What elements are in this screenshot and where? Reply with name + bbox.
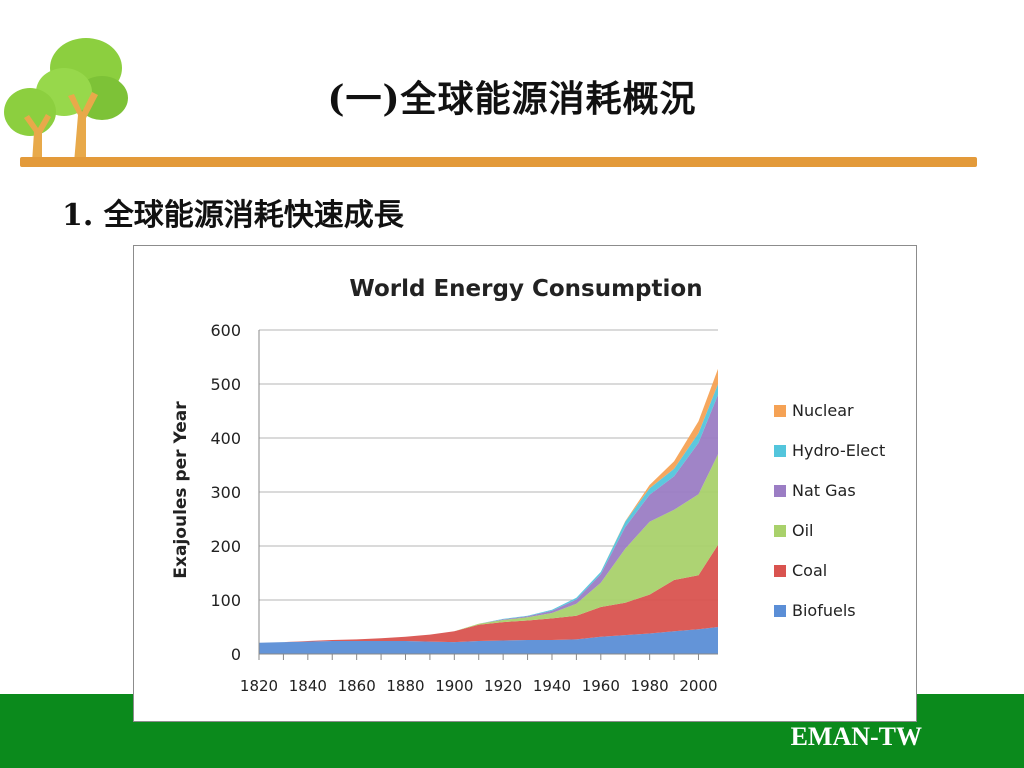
legend-swatch-oil [774, 525, 786, 537]
chart-title: World Energy Consumption [349, 276, 702, 302]
legend-label-nat-gas: Nat Gas [792, 481, 856, 500]
area-biofuels [259, 627, 718, 654]
y-tick-label: 100 [210, 591, 241, 610]
legend-label-hydro-elect: Hydro-Elect [792, 441, 885, 460]
slide-subtitle: 1. 全球能源消耗快速成長 [62, 198, 404, 233]
x-tick-label: 1860 [338, 677, 376, 695]
area-oil [259, 454, 718, 643]
legend-label-coal: Coal [792, 561, 827, 580]
legend-swatch-nat-gas [774, 485, 786, 497]
legend-label-nuclear: Nuclear [792, 401, 854, 420]
slide-title: (一)全球能源消耗概況 [327, 78, 697, 120]
x-tick-label: 1980 [631, 677, 669, 695]
y-tick-label: 500 [210, 375, 241, 394]
legend-swatch-coal [774, 565, 786, 577]
y-tick-label: 300 [210, 483, 241, 502]
legend-swatch-hydro-elect [774, 445, 786, 457]
x-tick-label: 1900 [435, 677, 473, 695]
area-layer [259, 368, 718, 654]
footer-brand: EMAN-TW [790, 722, 922, 751]
y-tick-label: 0 [231, 645, 241, 664]
x-tick-label: 2000 [679, 677, 717, 695]
chart-frame: World Energy Consumption Exajoules per Y… [133, 245, 917, 722]
legend-label-biofuels: Biofuels [792, 601, 856, 620]
energy-chart: World Energy Consumption Exajoules per Y… [171, 276, 885, 695]
legend-label-oil: Oil [792, 521, 813, 540]
legend: Nuclear Hydro-Elect Nat Gas Oil Coal Biofuels [774, 401, 885, 620]
x-tick-label: 1840 [289, 677, 327, 695]
tree-logo-icon [4, 38, 128, 163]
y-tick-label: 200 [210, 537, 241, 556]
legend-swatch-nuclear [774, 405, 786, 417]
x-tick-label: 1820 [240, 677, 278, 695]
legend-swatch-biofuels [774, 605, 786, 617]
x-tick-label: 1920 [484, 677, 522, 695]
y-axis-label: Exajoules per Year [171, 401, 191, 579]
title-divider [20, 157, 977, 167]
area-coal [259, 544, 718, 643]
y-tick-label: 600 [210, 321, 241, 340]
x-tick-label: 1940 [533, 677, 571, 695]
x-tick-label: 1960 [582, 677, 620, 695]
axis-layer: 0 100 200 300 400 500 600 1820 1840 1860 1880 1900 1… [210, 321, 718, 695]
x-tick-label: 1880 [386, 677, 424, 695]
y-tick-label: 400 [210, 429, 241, 448]
